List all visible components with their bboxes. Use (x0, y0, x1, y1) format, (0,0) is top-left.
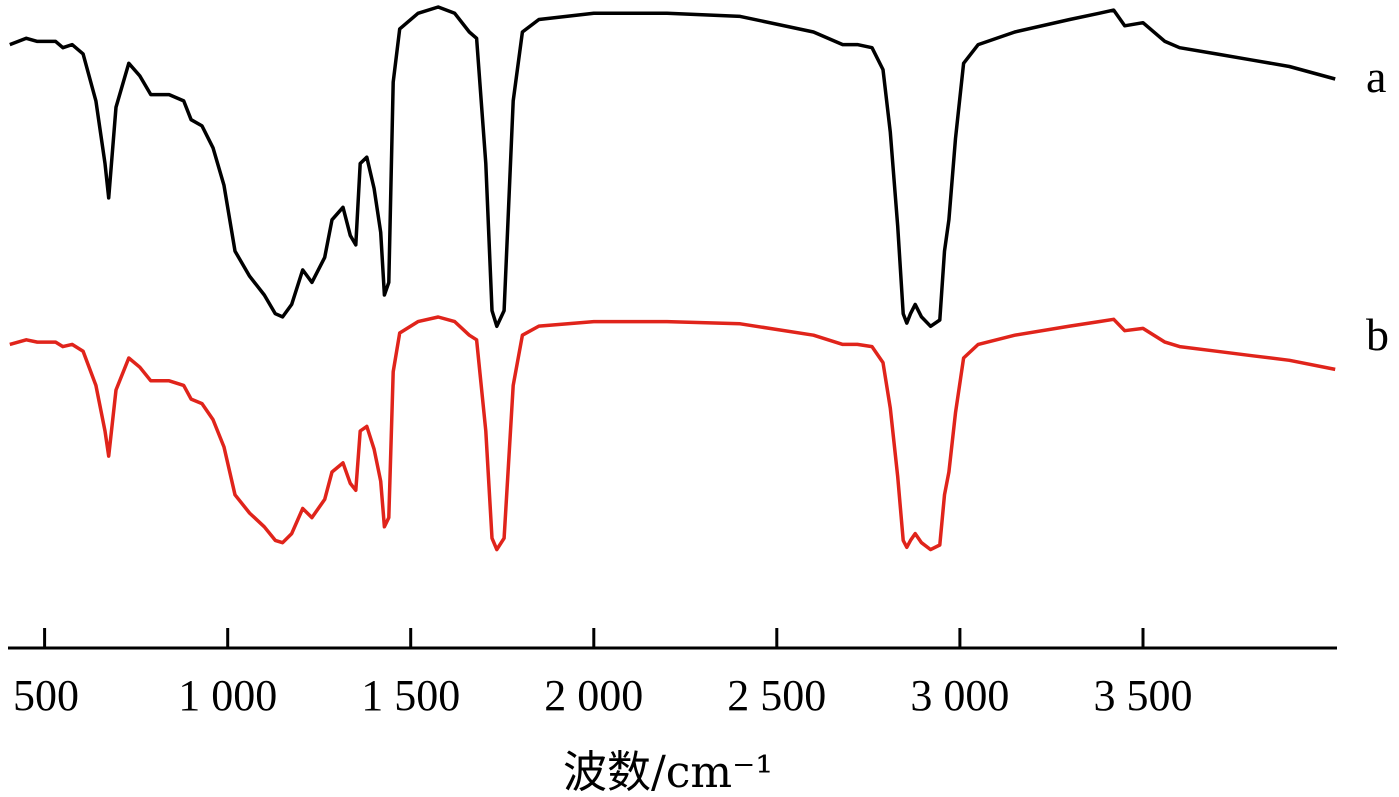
x-axis: 500 1 000 1 500 2 000 2 500 3 000 3 500 (8, 628, 1337, 720)
x-tick-label-2000: 2 000 (544, 671, 643, 720)
series-label-a: a (1366, 51, 1386, 102)
x-tick-label-1500: 1 500 (361, 671, 460, 720)
series-line-a (9, 5, 1336, 329)
series-layer (9, 5, 1336, 552)
x-tick-label-3000: 3 000 (910, 671, 1009, 720)
x-tick-label-500: 500 (13, 671, 79, 720)
series-line-b (9, 315, 1336, 552)
series-labels: ab (1366, 51, 1389, 360)
x-tick-label-3500: 3 500 (1094, 671, 1193, 720)
series-label-b: b (1366, 309, 1389, 360)
x-axis-title: 波数/cm⁻¹ (563, 747, 773, 797)
x-tick-label-1000: 1 000 (178, 671, 277, 720)
x-tick-label-2500: 2 500 (727, 671, 826, 720)
